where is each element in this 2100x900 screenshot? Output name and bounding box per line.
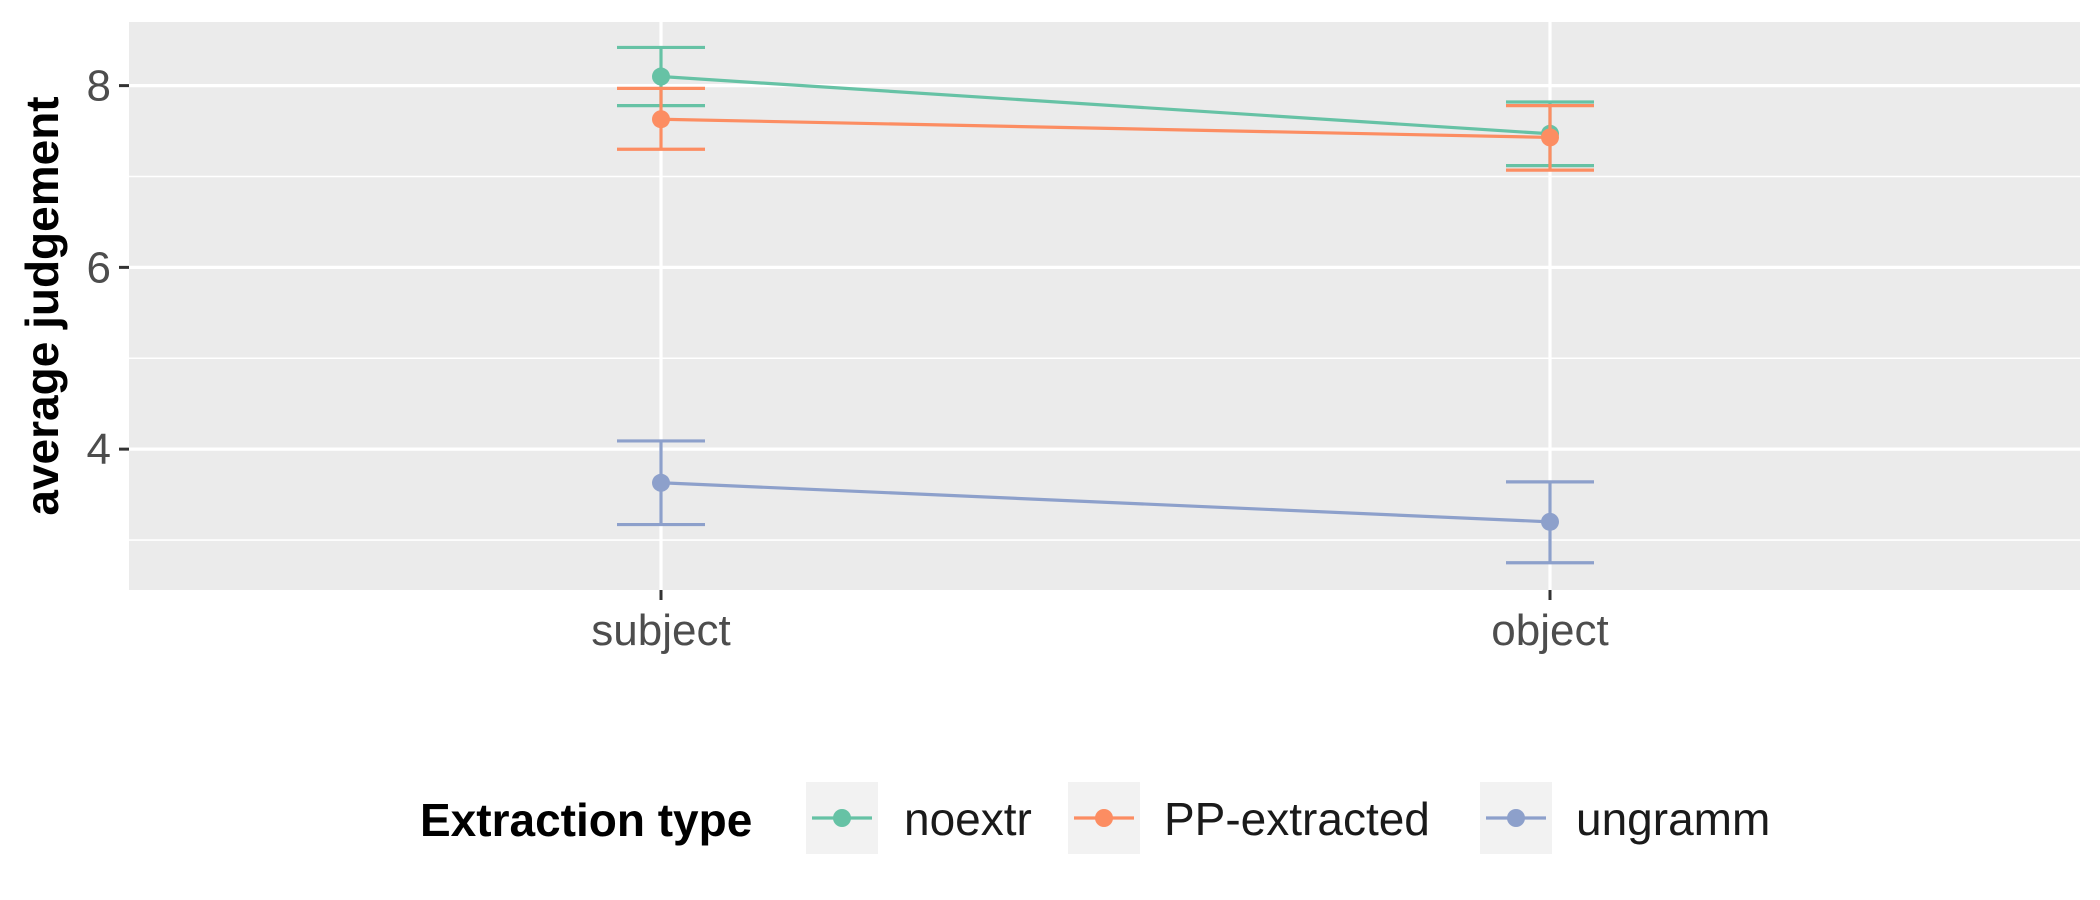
series-line [660, 117, 1551, 140]
series-line [660, 74, 1551, 136]
x-tick-label: object [1491, 606, 1608, 655]
y-tick-label: 8 [87, 62, 111, 111]
legend-label: ungramm [1576, 793, 1770, 845]
data-point [652, 473, 670, 492]
legend-title: Extraction type [420, 794, 752, 846]
series-layer [617, 45, 1594, 565]
data-point [652, 110, 670, 129]
legend-items: noextr PP-extracted ungramm [806, 782, 1770, 854]
series-PP-extracted [617, 86, 1594, 172]
legend: Extraction type noextr PP-extracted ungram… [420, 782, 1770, 854]
legend-key-point [1507, 809, 1525, 827]
x-tick-label: subject [591, 606, 730, 655]
y-tick-label: 6 [87, 243, 111, 292]
data-point [1541, 512, 1559, 531]
y-tick-label: 4 [87, 425, 111, 474]
y-axis-title: average judgement [16, 96, 68, 515]
data-point [1541, 128, 1559, 147]
legend-key-point [833, 809, 851, 827]
legend-label: noextr [904, 793, 1032, 845]
series-ungramm [617, 439, 1594, 565]
legend-item-ungramm: ungramm [1480, 782, 1770, 854]
legend-label: PP-extracted [1164, 793, 1430, 845]
legend-key-point [1095, 809, 1113, 827]
y-axis: 4 6 8 [87, 62, 129, 474]
x-axis: subject object [591, 590, 1609, 655]
series-line [660, 481, 1551, 524]
data-point [652, 67, 670, 86]
grid-minor [129, 175, 2080, 541]
legend-item-noextr: noextr [806, 782, 1032, 854]
plot-panel [129, 22, 2080, 590]
legend-item-PP-extracted: PP-extracted [1068, 782, 1430, 854]
